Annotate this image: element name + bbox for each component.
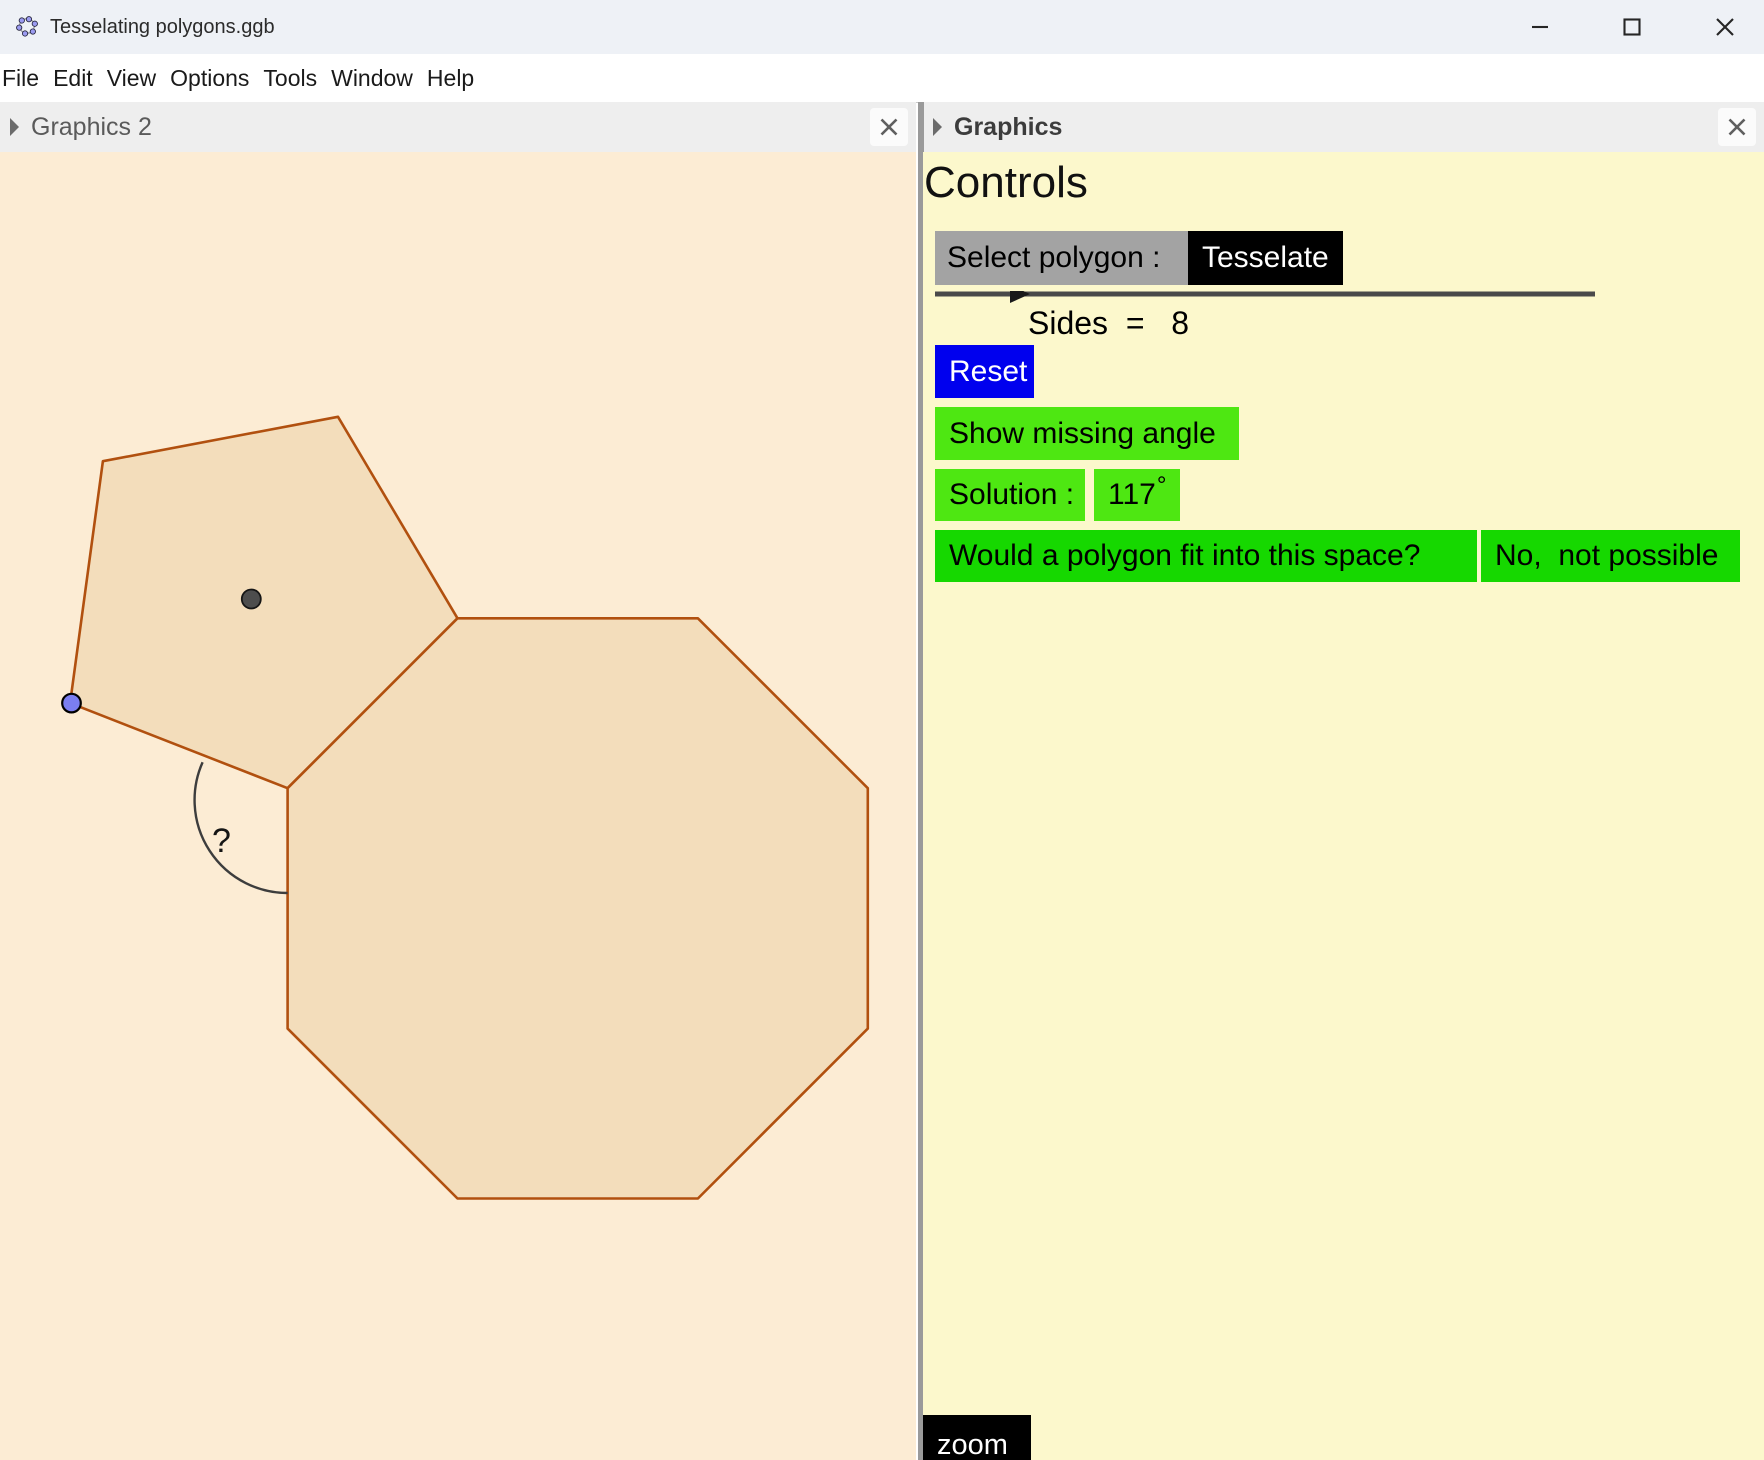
svg-text:?: ? [212, 822, 231, 860]
